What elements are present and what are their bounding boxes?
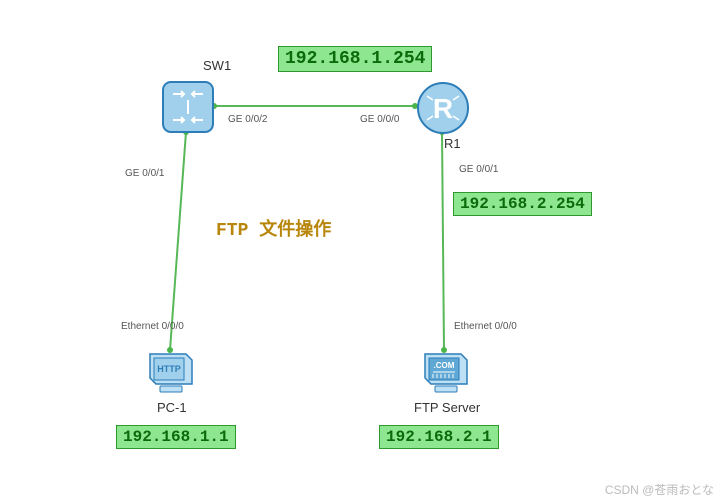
link-sw1-pc1 — [170, 132, 186, 350]
router-icon: R — [415, 80, 471, 141]
svg-text:R: R — [433, 93, 453, 124]
port-label-srv-eth: Ethernet 0/0/0 — [454, 321, 517, 332]
watermark: CSDN @苍雨おとな — [605, 481, 714, 498]
port-label-sw1-ge001: GE 0/0/1 — [125, 168, 164, 179]
ip-ftp: 192.168.2.1 — [379, 425, 499, 449]
ip-r1: 192.168.2.254 — [453, 192, 592, 216]
ip-pc1: 192.168.1.1 — [116, 425, 236, 449]
network-links — [0, 0, 722, 502]
switch-icon — [161, 80, 215, 139]
port-label-r1-ge001: GE 0/0/1 — [459, 164, 498, 175]
link-r1-ftp — [442, 132, 444, 350]
ftp-server-label: FTP Server — [414, 400, 480, 415]
pc1-label: PC-1 — [157, 400, 187, 415]
port-label-sw1-ge002: GE 0/0/2 — [228, 114, 267, 125]
ftp-operation-label: FTP 文件操作 — [216, 215, 331, 241]
svg-text:.COM: .COM — [434, 361, 455, 370]
port-label-pc-eth: Ethernet 0/0/0 — [121, 321, 184, 332]
port-label-r1-ge000: GE 0/0/0 — [360, 114, 399, 125]
r1-label: R1 — [444, 136, 461, 151]
sw1-label: SW1 — [203, 58, 231, 73]
svg-text:HTTP: HTTP — [157, 364, 181, 374]
ip-sw1: 192.168.1.254 — [278, 46, 432, 72]
server-icon: .COM — [421, 350, 471, 401]
pc-icon: HTTP — [146, 350, 196, 401]
